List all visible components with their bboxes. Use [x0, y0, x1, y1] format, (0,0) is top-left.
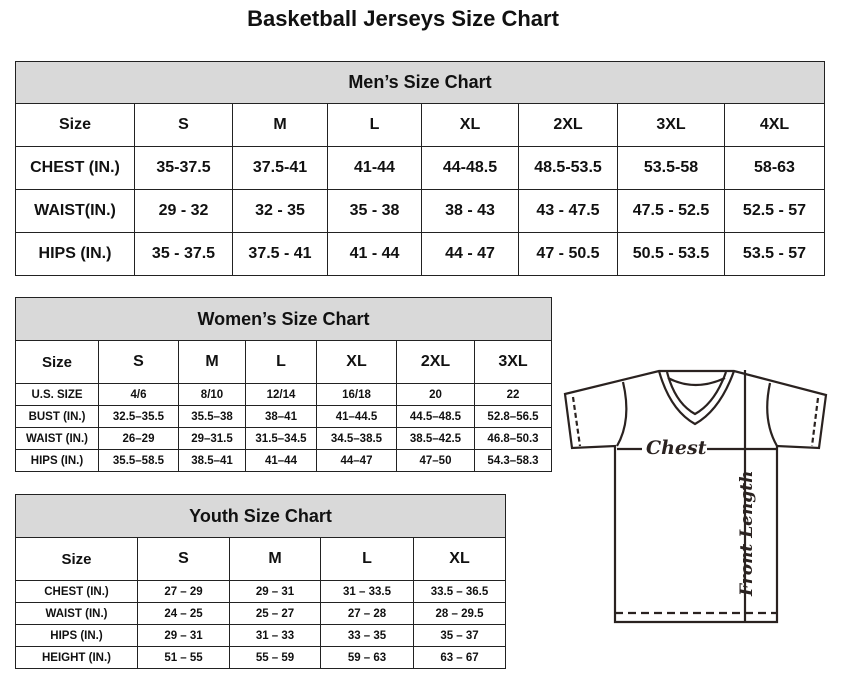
table-row: U.S. SIZE 4/6 8/10 12/14 16/18 20 22	[15, 383, 553, 406]
table-cell: 35 - 38	[327, 189, 422, 233]
table-cell: 38.5–42.5	[396, 427, 475, 450]
chest-label: Chest	[646, 437, 707, 459]
table-row: WAIST(IN.) 29 - 32 32 - 35 35 - 38 38 - 43 43…	[15, 189, 825, 233]
table-row: BUST (IN.) 32.5–35.5 35.5–38 38–41 41–44.5 44…	[15, 405, 553, 428]
front-length-label: Front Length	[737, 471, 757, 597]
table-cell: 28 – 29.5	[412, 602, 507, 625]
table-cell: 59 – 63	[320, 646, 414, 669]
table-cell: 52.5 - 57	[724, 189, 825, 233]
table-cell: 26–29	[98, 427, 179, 450]
column-header: XL	[421, 103, 519, 147]
table-cell: 25 – 27	[229, 602, 321, 625]
table-row: HIPS (IN.) 35.5–58.5 38.5–41 41–44 44–47 47–5…	[15, 449, 553, 472]
page-title: Basketball Jerseys Size Chart	[247, 6, 559, 31]
column-header: Size	[15, 340, 99, 384]
table-cell: 48.5-53.5	[518, 146, 618, 190]
table-row: HEIGHT (IN.) 51 – 55 55 – 59 59 – 63 63 – 67	[15, 646, 507, 669]
table-cell: 54.3–58.3	[473, 449, 553, 472]
table-cell: 38.5–41	[178, 449, 246, 472]
table-cell: 31 – 33	[229, 624, 321, 647]
column-header: XL	[412, 537, 507, 581]
table-cell: 35.5–38	[178, 405, 246, 428]
table-cell: 29–31.5	[178, 427, 246, 450]
row-label: HIPS (IN.)	[15, 232, 135, 276]
column-header: 2XL	[518, 103, 618, 147]
table-cell: 46.8–50.3	[473, 427, 553, 450]
table-cell: 52.8–56.5	[473, 405, 553, 428]
table-cell: 41-44	[327, 146, 422, 190]
table-cell: 32 - 35	[232, 189, 328, 233]
table-row: WAIST (IN.) 26–29 29–31.5 31.5–34.5 34.5–38.…	[15, 427, 553, 450]
table-cell: 35 - 37.5	[134, 232, 233, 276]
table-cell: 44.5–48.5	[396, 405, 475, 428]
column-header: Size	[15, 537, 138, 581]
table-cell: 33.5 – 36.5	[412, 580, 507, 603]
table-cell: 53.5 - 57	[724, 232, 825, 276]
youth-heading: Youth Size Chart	[14, 494, 507, 538]
table-cell: 41–44	[245, 449, 317, 472]
column-header: 3XL	[617, 103, 725, 147]
youth-size-table: Youth Size Chart Size S M L XL CHEST (IN.) 27 –…	[14, 494, 507, 669]
table-row: CHEST (IN.) 35-37.5 37.5-41 41-44 44-48.5 48.…	[15, 146, 825, 190]
column-header: L	[320, 537, 414, 581]
womens-size-table: Women’s Size Chart Size S M L XL 2XL 3XL U.S. SI…	[14, 297, 553, 472]
column-header: S	[134, 103, 233, 147]
table-cell: 58-63	[724, 146, 825, 190]
table-cell: 53.5-58	[617, 146, 725, 190]
row-label: BUST (IN.)	[15, 405, 99, 428]
mens-size-table: Men’s Size Chart Size S M L XL 2XL 3XL 4XL CHEST …	[15, 61, 825, 276]
table-cell: 63 – 67	[412, 646, 507, 669]
table-cell: 33 – 35	[320, 624, 414, 647]
table-cell: 43 - 47.5	[518, 189, 618, 233]
row-label: WAIST(IN.)	[15, 189, 135, 233]
column-header: S	[137, 537, 230, 581]
table-cell: 38 - 43	[421, 189, 519, 233]
table-cell: 37.5 - 41	[232, 232, 328, 276]
mens-heading: Men’s Size Chart	[15, 61, 825, 104]
header-row: Size S M L XL	[15, 537, 507, 581]
table-cell: 47 - 50.5	[518, 232, 618, 276]
table-cell: 47–50	[396, 449, 475, 472]
jersey-outline	[563, 369, 828, 624]
table-row: HIPS (IN.) 35 - 37.5 37.5 - 41 41 - 44 44 - …	[15, 232, 825, 276]
table-row: WAIST (IN.) 24 – 25 25 – 27 27 – 28 28 – 29.…	[15, 602, 507, 625]
column-header: M	[232, 103, 328, 147]
table-cell: 34.5–38.5	[316, 427, 397, 450]
column-header: M	[229, 537, 321, 581]
row-label: CHEST (IN.)	[15, 146, 135, 190]
table-cell: 41 - 44	[327, 232, 422, 276]
table-cell: 27 – 29	[137, 580, 230, 603]
row-label: HEIGHT (IN.)	[15, 646, 138, 669]
column-header: L	[327, 103, 422, 147]
row-label: HIPS (IN.)	[15, 449, 99, 472]
header-row: Size S M L XL 2XL 3XL 4XL	[15, 103, 825, 147]
header-row: Size S M L XL 2XL 3XL	[15, 340, 553, 384]
table-cell: 29 – 31	[137, 624, 230, 647]
table-row: CHEST (IN.) 27 – 29 29 – 31 31 – 33.5 33.5 –…	[15, 580, 507, 603]
table-cell: 44-48.5	[421, 146, 519, 190]
table-cell: 24 – 25	[137, 602, 230, 625]
column-header: 2XL	[396, 340, 475, 384]
table-cell: 55 – 59	[229, 646, 321, 669]
table-cell: 51 – 55	[137, 646, 230, 669]
column-header: L	[245, 340, 317, 384]
